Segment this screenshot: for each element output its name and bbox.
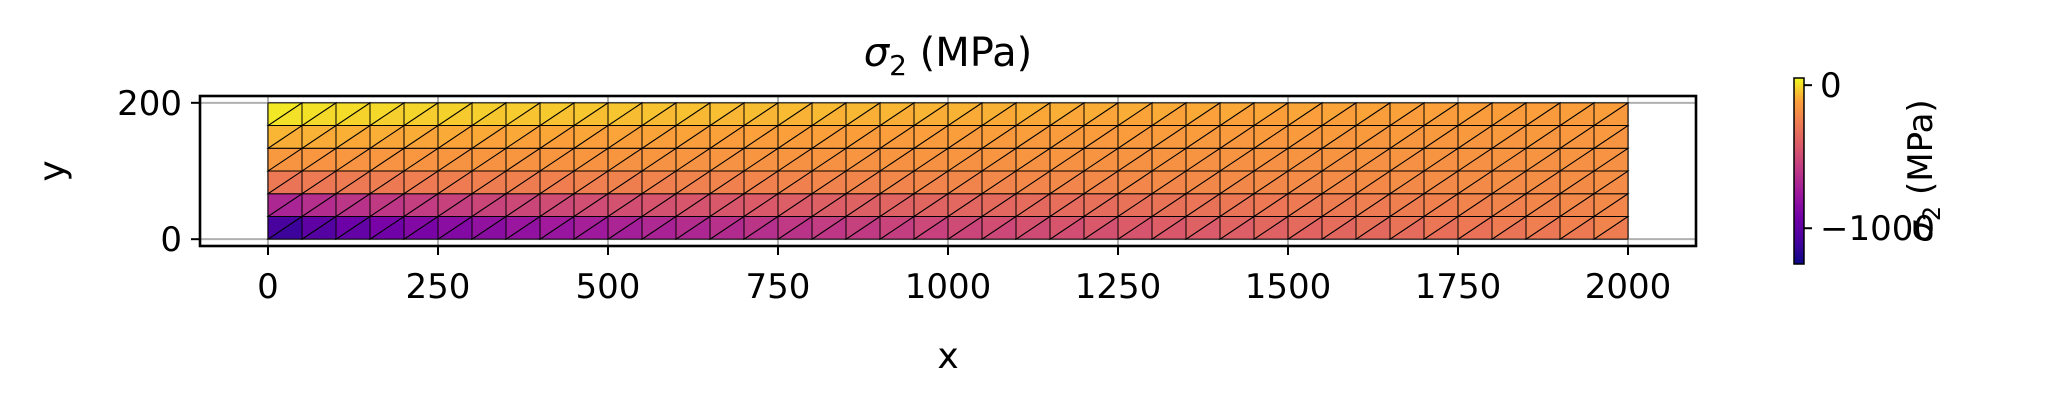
mesh-element (1185, 102, 1222, 127)
mesh-element (607, 102, 644, 127)
x-tick-label: 500 (576, 267, 641, 307)
colorbar: 0 −1000 σ2 (MPa) (1793, 66, 1946, 265)
mesh-element (1593, 102, 1630, 127)
colorbar-label: σ2 (MPa) (1901, 99, 1946, 242)
mesh-element (1287, 102, 1324, 127)
mesh-element (471, 102, 508, 127)
x-tick-label: 0 (257, 267, 279, 307)
mesh-element (1457, 102, 1494, 127)
mesh-element (743, 102, 780, 127)
colorbar-tick-label: −1000 (1820, 209, 1935, 249)
x-tick-label: 1750 (1415, 267, 1502, 307)
mesh-element (267, 102, 304, 127)
x-axis-label: x (937, 336, 958, 377)
colorbar-frame (1793, 77, 1805, 265)
title-subscript: 2 (889, 49, 907, 82)
y-tick-label: 0 (160, 220, 182, 260)
mesh-element (947, 102, 984, 127)
colorbar-ticks: 0 −1000 (1804, 66, 1935, 249)
x-tick-label: 2000 (1585, 267, 1672, 307)
x-tick-label: 250 (406, 267, 471, 307)
x-tick-label: 750 (746, 267, 811, 307)
mesh-element (845, 102, 882, 127)
mesh-element (1389, 102, 1426, 127)
colorbar-label-units: (MPa) (1901, 99, 1941, 205)
mesh-element (1015, 102, 1052, 127)
mesh-element (1559, 102, 1596, 127)
mesh-element (913, 102, 950, 127)
colorbar-label-subscript: 2 (1918, 206, 1946, 221)
x-tick-label: 1250 (1075, 267, 1162, 307)
plot-area: 0 250 500 750 1000 1250 1500 1750 2000 0 200 (117, 84, 1698, 307)
mesh-element (811, 102, 848, 127)
mesh-element (1083, 102, 1120, 127)
mesh-element (709, 102, 746, 127)
mesh-element (301, 102, 338, 127)
x-axis-ticks: 0 250 500 750 1000 1250 1500 1750 2000 (257, 246, 1671, 307)
mesh-element (369, 102, 406, 127)
mesh-element (505, 102, 542, 127)
colorbar-gradient (1794, 78, 1804, 264)
mesh-element (1321, 102, 1358, 127)
mesh-element (1491, 102, 1528, 127)
title-units: (MPa) (907, 30, 1032, 76)
y-axis-label: y (32, 160, 73, 181)
x-tick-label: 1000 (905, 267, 992, 307)
chart-title: σ2 (MPa) (864, 30, 1032, 82)
mesh-element (1151, 102, 1188, 127)
mesh-element (1117, 102, 1154, 127)
colorbar-label-symbol: σ (1901, 220, 1941, 243)
y-tick-label: 200 (117, 84, 182, 124)
mesh-element (777, 102, 814, 127)
mesh-element (1423, 102, 1460, 127)
mesh-element (1049, 102, 1086, 127)
title-symbol: σ (864, 30, 891, 76)
mesh-element (981, 102, 1018, 127)
stress-mesh (266, 101, 1630, 241)
mesh-element (573, 102, 610, 127)
mesh-element (403, 102, 440, 127)
mesh-element (539, 102, 576, 127)
x-tick-label: 1500 (1245, 267, 1332, 307)
mesh-element (1253, 102, 1290, 127)
colorbar-tick-label: 0 (1820, 66, 1842, 106)
mesh-element (1219, 102, 1256, 127)
mesh-element (675, 102, 712, 127)
mesh-element (641, 102, 678, 127)
mesh-element (1525, 102, 1562, 127)
mesh-element (437, 102, 474, 127)
mesh-element (1355, 102, 1392, 127)
y-axis-ticks: 0 200 (117, 84, 200, 260)
mesh-element (879, 102, 916, 127)
mesh-element (335, 102, 372, 127)
